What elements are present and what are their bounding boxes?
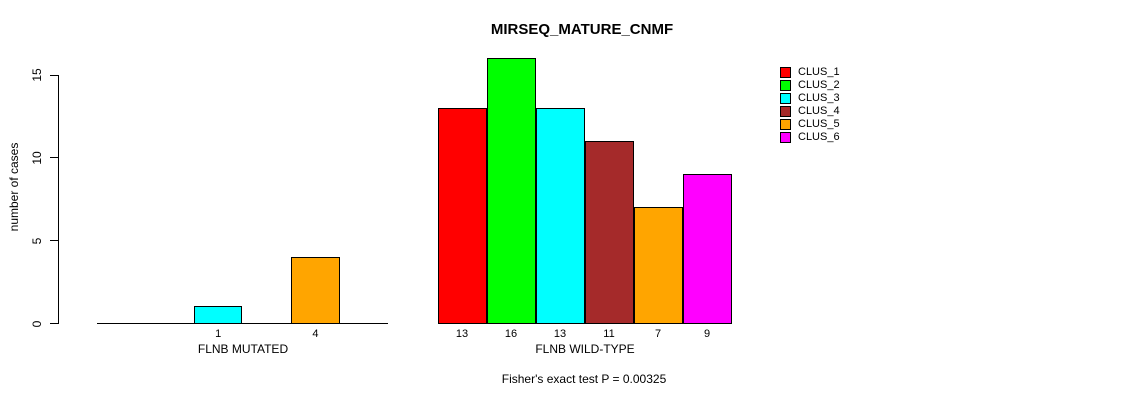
legend-label: CLUS_5 [798, 118, 840, 130]
legend-item-clus_6: CLUS_6 [780, 131, 840, 143]
group-baseline [96, 323, 389, 324]
legend-item-clus_3: CLUS_3 [780, 92, 840, 104]
y-tick-label: 5 [30, 237, 44, 245]
group-label-flnb-wild-type: FLNB WILD-TYPE [535, 342, 635, 356]
bar-clus_4 [584, 140, 634, 324]
chart-title: MIRSEQ_MATURE_CNMF [490, 21, 674, 38]
bar-value-label: 1 [215, 328, 222, 340]
y-tick-label: 0 [30, 320, 44, 327]
legend-item-clus_4: CLUS_4 [780, 105, 840, 117]
legend-swatch-clus_3 [780, 92, 791, 104]
bar-value-label: 11 [603, 328, 615, 340]
legend-label: CLUS_1 [798, 66, 840, 78]
y-tick-label: 15 [30, 68, 44, 82]
legend-label: CLUS_2 [798, 79, 840, 91]
bar-clus_5 [291, 256, 340, 324]
y-tick [50, 240, 58, 242]
bar-value-label: 13 [455, 328, 469, 340]
legend-swatch-clus_5 [780, 118, 791, 130]
bar-clus_3 [535, 107, 585, 324]
bar-value-label: 7 [654, 328, 662, 340]
y-axis-label: number of cases [7, 142, 21, 232]
y-tick [50, 323, 58, 324]
group-label-flnb-mutated: FLNB MUTATED [197, 342, 289, 356]
legend-label: CLUS_3 [798, 92, 840, 104]
legend-label: CLUS_4 [798, 105, 840, 117]
legend-swatch-clus_4 [780, 105, 791, 117]
bar-value-label: 13 [553, 328, 567, 340]
bar-value-label: 16 [504, 328, 518, 340]
legend-label: CLUS_6 [798, 131, 840, 143]
y-tick [50, 74, 58, 76]
legend-item-clus_2: CLUS_2 [780, 79, 840, 91]
bar-value-label: 4 [312, 328, 319, 340]
y-axis-spine [58, 74, 59, 324]
y-tick-label: 10 [30, 151, 44, 165]
legend-item-clus_1: CLUS_1 [780, 66, 840, 78]
bar-clus_1 [437, 107, 487, 324]
bar-clus_2 [486, 57, 536, 324]
y-tick [50, 157, 58, 159]
legend-swatch-clus_1 [780, 66, 791, 78]
bar-clus_5 [633, 207, 683, 324]
legend-item-clus_5: CLUS_5 [780, 118, 840, 130]
legend-swatch-clus_2 [780, 79, 791, 91]
fisher-test-annotation: Fisher's exact test P = 0.00325 [501, 372, 667, 386]
bar-clus_6 [682, 173, 732, 324]
bar-clus_3 [193, 306, 243, 324]
bar-value-label: 9 [703, 328, 711, 340]
legend-swatch-clus_6 [780, 131, 791, 143]
